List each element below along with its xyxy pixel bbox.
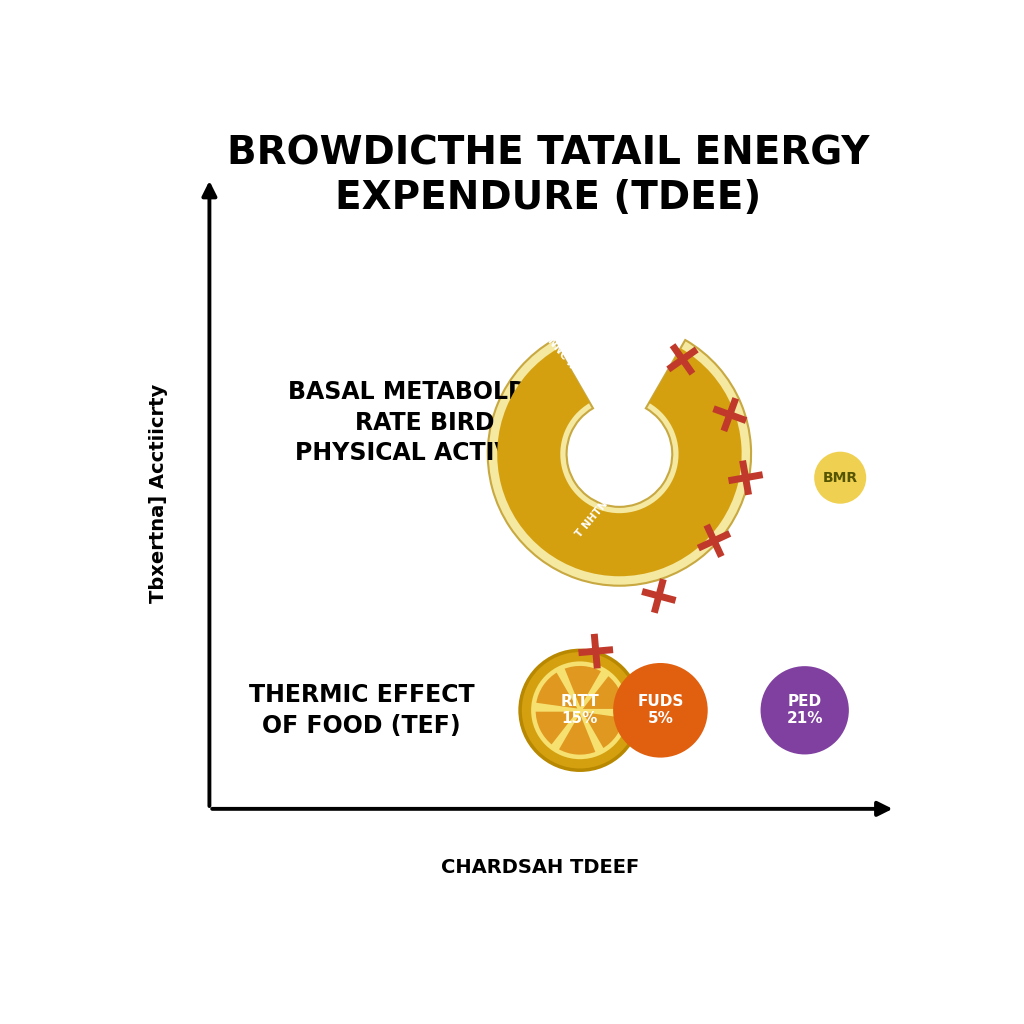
Circle shape: [613, 663, 708, 758]
Text: T NHTN: T NHTN: [573, 499, 610, 539]
Wedge shape: [563, 665, 603, 711]
Circle shape: [814, 452, 866, 504]
Text: FUDS
5%: FUDS 5%: [637, 694, 684, 726]
Text: PED
21%: PED 21%: [786, 694, 823, 726]
Text: NNC IIURB0I EIDCTION: NNC IIURB0I EIDCTION: [546, 336, 638, 443]
Wedge shape: [557, 711, 597, 756]
Circle shape: [761, 667, 849, 755]
Wedge shape: [580, 674, 626, 711]
Wedge shape: [580, 711, 626, 750]
Text: BROWDICTHE TATAIL ENERGY
EXPENDURE (TDEE): BROWDICTHE TATAIL ENERGY EXPENDURE (TDEE…: [227, 135, 869, 217]
Text: BMR: BMR: [822, 471, 858, 484]
Text: Tbxertna] Acctiicrty: Tbxertna] Acctiicrty: [148, 384, 168, 603]
Text: RITT
15%: RITT 15%: [560, 694, 599, 726]
Circle shape: [520, 650, 640, 770]
Wedge shape: [535, 711, 580, 746]
Text: BASAL METABOLDRE
RATE BIRD
PHYSICAL ACTIVITY: BASAL METABOLDRE RATE BIRD PHYSICAL ACTI…: [289, 380, 562, 465]
Text: THERMIC EFFECT
OF FOOD (TEF): THERMIC EFFECT OF FOOD (TEF): [249, 683, 474, 737]
Text: CHARDSAH TDEEF: CHARDSAH TDEEF: [441, 858, 640, 878]
Wedge shape: [535, 671, 580, 711]
Wedge shape: [487, 340, 751, 586]
Wedge shape: [498, 348, 741, 577]
Circle shape: [531, 662, 629, 759]
